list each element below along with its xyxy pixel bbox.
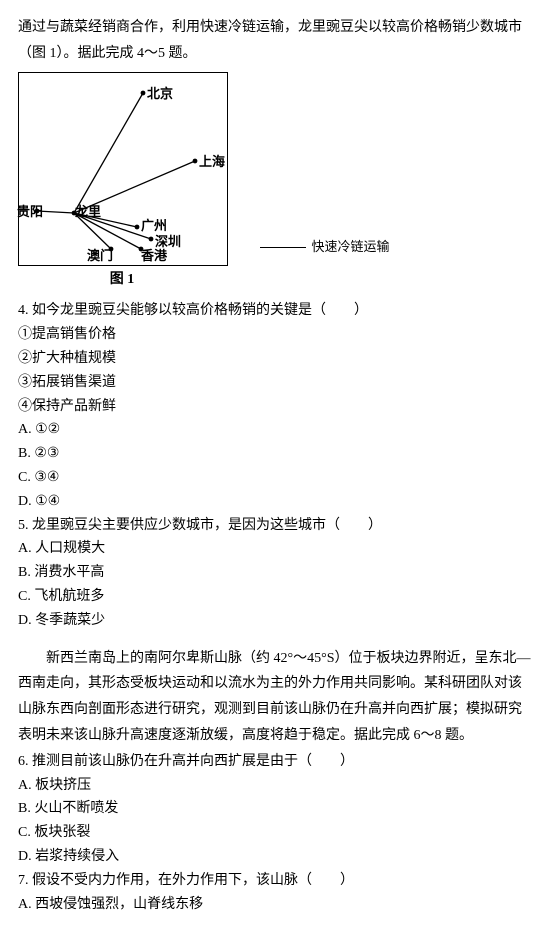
q5-b: B. 消费水平高	[18, 561, 542, 585]
q5-a: A. 人口规模大	[18, 537, 542, 561]
map-node-hongkong: 香港	[141, 245, 167, 267]
q4-s1: ①提高销售价格	[18, 323, 542, 347]
q4-s4: ④保持产品新鲜	[18, 395, 542, 419]
legend-text: 快速冷链运输	[312, 239, 390, 254]
passage2-l1: 新西兰南岛上的南阿尔卑斯山脉（约 42°～45°S）位于板块边界附近，呈东北—	[18, 647, 542, 671]
passage2-l3: 山脉东西向剖面形态进行研究，观测到目前该山脉仍在升高并向西扩展；模拟研究	[18, 698, 542, 722]
intro-line2: （图 1）。据此完成 4～5 题。	[18, 42, 542, 66]
q6-b: B. 火山不断喷发	[18, 797, 542, 821]
q4-s2: ②扩大种植规模	[18, 347, 542, 371]
q4-b: B. ②③	[18, 442, 542, 466]
map-node-shanghai: 上海	[199, 151, 225, 173]
q5-c: C. 飞机航班多	[18, 585, 542, 609]
q7-stem: 7. 假设不受内力作用，在外力作用下，该山脉（ ）	[18, 869, 542, 893]
map-node-longli: 龙里	[75, 201, 101, 223]
q6-a: A. 板块挤压	[18, 774, 542, 798]
legend-line-icon	[260, 247, 306, 248]
figure-1-box: 贵阳龙里北京上海广州深圳香港澳门	[18, 72, 228, 266]
q7-a: A. 西坡侵蚀强烈，山脊线东移	[18, 893, 542, 917]
q5-stem: 5. 龙里豌豆尖主要供应少数城市，是因为这些城市（ ）	[18, 514, 542, 538]
figure-1-caption: 图 1	[18, 268, 226, 292]
map-node-beijing: 北京	[147, 83, 173, 105]
passage2-l2: 西南走向，其形态受板块运动和以流水为主的外力作用共同影响。某科研团队对该	[18, 672, 542, 696]
q5-d: D. 冬季蔬菜少	[18, 609, 542, 633]
intro-line1: 通过与蔬菜经销商合作，利用快速冷链运输，龙里豌豆尖以较高价格畅销少数城市	[18, 16, 542, 40]
q6-d: D. 岩浆持续侵入	[18, 845, 542, 869]
q4-c: C. ③④	[18, 466, 542, 490]
q4-stem: 4. 如今龙里豌豆尖能够以较高价格畅销的关键是（ ）	[18, 299, 542, 323]
q6-stem: 6. 推测目前该山脉仍在升高并向西扩展是由于（ ）	[18, 750, 542, 774]
q4-d: D. ①④	[18, 490, 542, 514]
q4-a: A. ①②	[18, 418, 542, 442]
figure-1-legend: 快速冷链运输	[260, 236, 390, 266]
q6-c: C. 板块张裂	[18, 821, 542, 845]
figure-1-svg	[19, 73, 227, 265]
q4-s3: ③拓展销售渠道	[18, 371, 542, 395]
map-node-macau: 澳门	[87, 245, 113, 267]
figure-1-wrap: 贵阳龙里北京上海广州深圳香港澳门 快速冷链运输	[18, 72, 542, 266]
map-node-guiyang: 贵阳	[17, 201, 43, 223]
passage2-l4: 表明未来该山脉升高速度逐渐放缓，高度将趋于稳定。据此完成 6～8 题。	[18, 724, 542, 748]
